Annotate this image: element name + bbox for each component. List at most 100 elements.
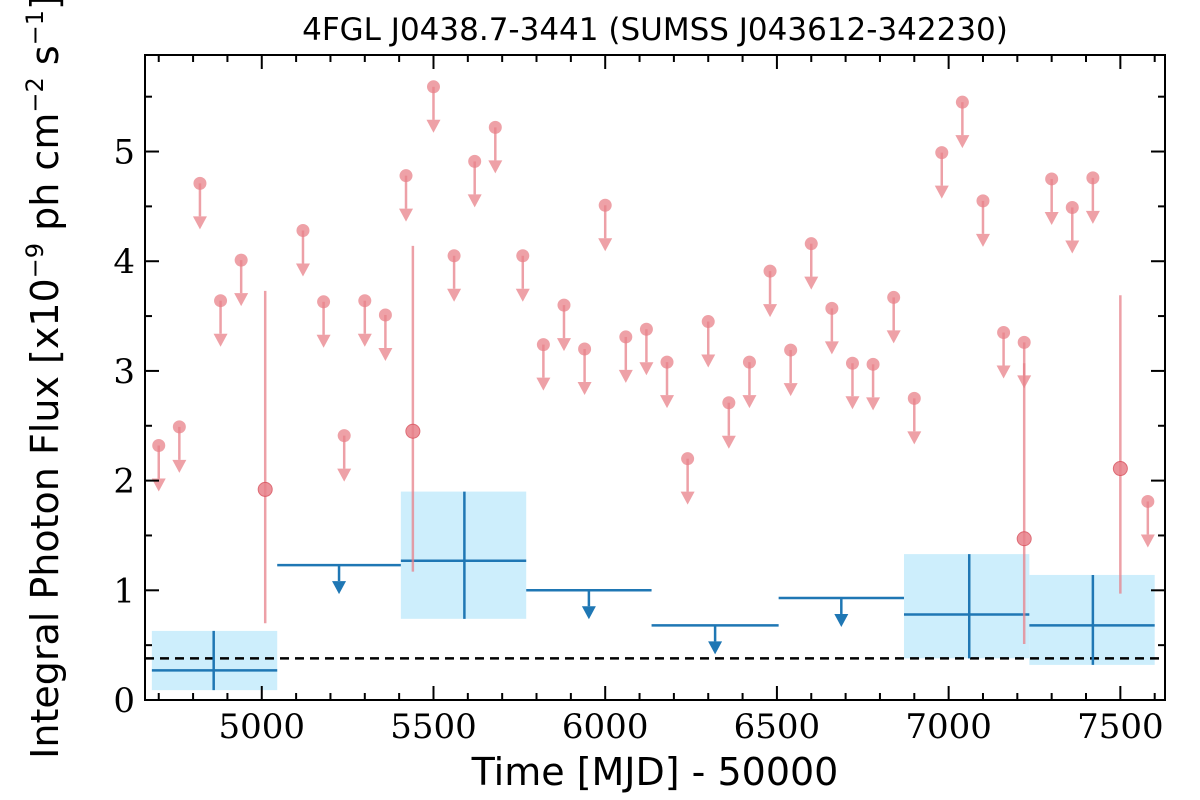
y-tick-label: 5: [113, 133, 135, 173]
short-bin-upper-limit-arrow: [824, 341, 839, 355]
short-bin-upper-limit-arrow: [172, 459, 187, 473]
short-bin-upper-limit-arrow: [866, 397, 881, 411]
short-bin-upper-limit-point: [955, 95, 969, 109]
short-bin-upper-limit-arrow: [783, 383, 798, 397]
long-bin-upper-limit-arrow: [708, 641, 723, 655]
short-bin-upper-limit-point: [358, 294, 372, 308]
short-bin-upper-limit-point: [317, 295, 331, 309]
short-bin-upper-limit-arrow: [886, 330, 901, 344]
short-bin-upper-limit-arrow: [763, 304, 778, 318]
short-bin-upper-limit-point: [742, 355, 756, 369]
short-bin-upper-limit-arrow: [426, 119, 441, 133]
short-bin-upper-limit-point: [447, 249, 461, 263]
short-bin-upper-limit-point: [516, 249, 530, 263]
y-axis-label-main: Integral Photon Flux [x10: [23, 278, 67, 759]
y-axis-label-close: ]: [23, 0, 67, 10]
x-tick-label: 6000: [562, 707, 649, 747]
x-tick-label: 6500: [734, 707, 821, 747]
short-bin-upper-limit-arrow: [742, 395, 757, 409]
short-bin-upper-limit-arrow: [337, 468, 352, 482]
short-bin-upper-limit-point: [907, 391, 921, 405]
short-bin-upper-limit-point: [701, 315, 715, 329]
short-bin-upper-limit-point: [1141, 494, 1155, 508]
short-bin-upper-limit-point: [976, 194, 990, 208]
short-bin-detection-point: [1016, 531, 1032, 547]
short-bin-upper-limit-arrow: [399, 208, 414, 222]
short-bin-upper-limit-point: [172, 420, 186, 434]
short-bin-upper-limit-point: [1065, 200, 1079, 214]
short-bin-upper-limit-point: [193, 176, 207, 190]
short-bin-upper-limit-arrow: [996, 365, 1011, 379]
x-tick-label: 5500: [390, 707, 477, 747]
x-tick-label: 7500: [1077, 707, 1164, 747]
short-bin-upper-limit-point: [935, 146, 949, 160]
short-bin-upper-limit-arrow: [975, 233, 990, 247]
short-bin-upper-limit-arrow: [515, 288, 530, 302]
short-bin-upper-limit-arrow: [1085, 210, 1100, 224]
short-bin-upper-limit-point: [845, 356, 859, 370]
long-bin-upper-limit-arrow: [834, 613, 849, 627]
short-bin-upper-limit-arrow: [295, 263, 310, 277]
short-bin-upper-limit-point: [763, 264, 777, 278]
short-bin-upper-limit-arrow: [639, 362, 654, 376]
short-bin-upper-limit-arrow: [316, 334, 331, 348]
short-bin-upper-limit-point: [997, 326, 1011, 340]
short-bin-upper-limit-arrow: [577, 381, 592, 395]
short-bin-upper-limit-point: [639, 322, 653, 336]
short-bin-upper-limit-arrow: [721, 435, 736, 449]
short-bin-upper-limit-point: [536, 338, 550, 352]
short-bin-upper-limit-arrow: [467, 194, 482, 208]
short-bin-detection-point: [405, 423, 421, 439]
short-bin-upper-limit-point: [468, 154, 482, 168]
long-bin-upper-limit-arrow: [581, 606, 596, 620]
short-bin-upper-limit-point: [296, 224, 310, 238]
short-bin-upper-limit-point: [887, 290, 901, 304]
short-bin-upper-limit-arrow: [151, 478, 166, 492]
y-axis-label-units-b: s: [23, 45, 67, 77]
short-bin-upper-limit-arrow: [378, 347, 393, 361]
short-bin-upper-limit-point: [1017, 335, 1031, 349]
short-bin-upper-limit-point: [557, 298, 571, 312]
x-tick-label: 5000: [219, 707, 306, 747]
long-bin-error-box: [903, 554, 1030, 659]
short-bin-detection-point: [1112, 461, 1128, 477]
short-bin-upper-limit-point: [399, 169, 413, 183]
short-bin-upper-limit-arrow: [598, 238, 613, 252]
short-bin-upper-limit-arrow: [234, 293, 249, 307]
short-bin-upper-limit-arrow: [488, 160, 503, 174]
short-bin-upper-limit-point: [426, 80, 440, 94]
short-bin-upper-limit-point: [598, 198, 612, 212]
x-tick-label: 7000: [905, 707, 992, 747]
x-axis-label: Time [MJD] - 50000: [471, 750, 839, 794]
plot-frame: [144, 54, 1166, 701]
y-tick-label: 3: [113, 352, 135, 392]
short-bin-upper-limit-point: [784, 343, 798, 357]
short-bin-upper-limit-arrow: [955, 135, 970, 149]
short-bin-upper-limit-point: [1086, 171, 1100, 185]
y-axis-label: Integral Photon Flux [x10−9 ph cm−2 s−1]: [21, 0, 67, 759]
chart-title: 4FGL J0438.7-3441 (SUMSS J043612-342230): [302, 12, 1008, 48]
short-bin-upper-limit-point: [804, 237, 818, 251]
short-bin-upper-limit-arrow: [680, 491, 695, 505]
short-bin-upper-limit-arrow: [1065, 240, 1080, 254]
short-bin-upper-limit-arrow: [192, 216, 207, 230]
short-bin-upper-limit-arrow: [213, 333, 228, 347]
short-bin-upper-limit-arrow: [907, 431, 922, 445]
short-bin-upper-limit-arrow: [934, 185, 949, 199]
short-bin-upper-limit-point: [378, 308, 392, 322]
y-axis-label-units-exp: −2: [21, 77, 49, 112]
short-bin-upper-limit-arrow: [1044, 211, 1059, 225]
short-bin-upper-limit-arrow: [447, 288, 462, 302]
short-bin-upper-limit-point: [660, 355, 674, 369]
short-bin-upper-limit-point: [866, 357, 880, 371]
short-bin-upper-limit-point: [152, 439, 166, 453]
short-bin-upper-limit-arrow: [1140, 534, 1155, 548]
short-bin-upper-limit-point: [1045, 172, 1059, 186]
short-bin-upper-limit-point: [234, 253, 248, 267]
short-bin-upper-limit-point: [337, 429, 351, 443]
short-bin-upper-limit-arrow: [701, 354, 716, 368]
axis-ticks: 5000 5500 6000 6500 7000 7500 0 1 2 3 4 5: [113, 55, 1165, 747]
y-axis-label-exponent: −9: [21, 243, 49, 278]
short-bin-upper-limit-arrow: [536, 377, 551, 391]
